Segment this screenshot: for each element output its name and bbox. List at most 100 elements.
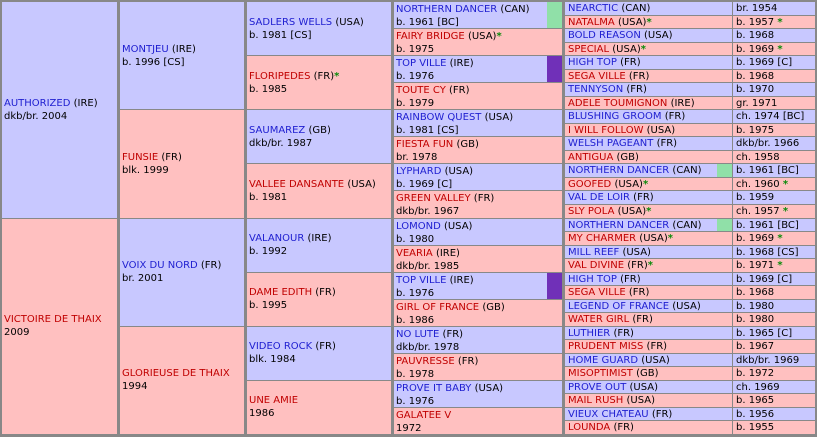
g4-horse-block: GIRL OF FRANCE (GB) b. 1986 xyxy=(396,301,560,326)
g4-horse-name-link[interactable]: NO LUTE xyxy=(396,328,440,340)
g4-horse-name-link[interactable]: TOP VILLE xyxy=(396,274,447,286)
g3-horse-cell: SAUMAREZ (GB) dkb/br. 1987 xyxy=(247,110,391,164)
g4-horse-block: GALATEE V 1972 xyxy=(396,409,560,434)
g4-horse-detail: b. 1979 xyxy=(396,98,435,110)
g5-horse-country: (FR) xyxy=(632,314,653,326)
g3-horse-name-link[interactable]: UNE AMIE xyxy=(249,395,299,407)
g5-horse-name-link[interactable]: SEGA VILLE xyxy=(568,287,626,299)
g3-horse-cell: FLORIPEDES (FR)* b. 1985 xyxy=(247,56,391,110)
g5-horse-name-link[interactable]: ANTIGUA xyxy=(568,151,614,163)
g5-horse-name-link[interactable]: HOME GUARD xyxy=(568,354,639,366)
g4-horse-detail: br. 1978 xyxy=(396,152,438,164)
g4-horse-detail: dkb/br. 1978 xyxy=(396,341,460,353)
g5-horse-cell: NATALMA (USA)* xyxy=(565,15,732,29)
g4-name-line: PROVE IT BABY (USA) xyxy=(396,382,560,395)
g4-horse-detail: 1972 xyxy=(396,422,422,434)
g3-name-line: VIDEO ROCK (FR) xyxy=(249,340,389,353)
g2-horse-name-link[interactable]: FUNSIE xyxy=(122,151,159,163)
g5-horse-name-link[interactable]: HIGH TOP xyxy=(568,273,617,285)
g5-horse-cell: LEGEND OF FRANCE (USA) xyxy=(565,299,732,313)
g4-horse-name-link[interactable]: GALATEE V xyxy=(396,409,452,421)
g4-horse-name-link[interactable]: TOP VILLE xyxy=(396,58,447,70)
g5-horse-name-link[interactable]: HIGH TOP xyxy=(568,57,617,69)
g5-horse-name-link[interactable]: LOUNDA xyxy=(568,422,611,434)
g5-horse-name-link[interactable]: SPECIAL xyxy=(568,43,610,55)
g5-horse-name-link[interactable]: GOOFED xyxy=(568,178,612,190)
g3-horse-name-link[interactable]: VALLEE DANSANTE xyxy=(249,178,345,190)
g3-horse-name-link[interactable]: VALANOUR xyxy=(249,233,305,245)
g5-horse-country: (USA) xyxy=(644,30,673,42)
g5-horse-name-link[interactable]: NORTHERN DANCER xyxy=(568,165,670,177)
g4-name-line: LYPHARD (USA) xyxy=(396,165,560,178)
g3-horse-name-link[interactable]: DAME EDITH xyxy=(249,287,313,299)
g4-horse-name-link[interactable]: LYPHARD xyxy=(396,166,442,178)
g3-horse-name-link[interactable]: VIDEO ROCK xyxy=(249,341,313,353)
g4-horse-name-link[interactable]: TOUTE CY xyxy=(396,85,446,97)
g5-horse-name-link[interactable]: MISOPTIMIST xyxy=(568,368,633,380)
g2-horse-name-link[interactable]: GLORIEUSE DE THAIX xyxy=(122,368,230,380)
g5-horse-name-link[interactable]: WATER GIRL xyxy=(568,314,630,326)
g4-horse-name-link[interactable]: LOMOND xyxy=(396,220,441,232)
g4-horse-name-link[interactable]: FAIRY BRIDGE xyxy=(396,31,465,43)
g4-horse-name-link[interactable]: NORTHERN DANCER xyxy=(396,4,498,15)
g2-horse-name-link[interactable]: MONTJEU xyxy=(122,43,169,55)
g5-horse-name-link[interactable]: NORTHERN DANCER xyxy=(568,219,670,231)
g5-horse-name-link[interactable]: BOLD REASON xyxy=(568,30,641,42)
g5-horse-name-link[interactable]: VIEUX CHATEAU xyxy=(568,408,649,420)
g5-name-line: NEARCTIC (CAN) xyxy=(568,2,732,15)
g3-horse-name-link[interactable]: SAUMAREZ xyxy=(249,124,306,136)
g5-horse-name-link[interactable]: PRUDENT MISS xyxy=(568,341,644,353)
g5-horse-detail: b. 1980 xyxy=(736,314,775,326)
g5-horse-detail-cell: b. 1968 xyxy=(733,286,815,299)
g5-horse-country: (GB) xyxy=(616,151,639,163)
g5-horse-name-link[interactable]: NATALMA xyxy=(568,16,615,28)
g4-horse-name-link[interactable]: GIRL OF FRANCE xyxy=(396,301,480,313)
g5-horse-name-link[interactable]: ADELE TOUMIGNON xyxy=(568,97,668,109)
inbreeding-marker-green xyxy=(717,164,732,177)
g5-horse-star-detail: * xyxy=(777,260,783,272)
g3-horse-name-link[interactable]: FLORIPEDES xyxy=(249,70,311,82)
g4-horse-name-link[interactable]: PROVE IT BABY xyxy=(396,382,472,394)
g4-horse-cell: LYPHARD (USA) b. 1969 [C] xyxy=(394,164,562,191)
g5-horse-detail: b. 1969 xyxy=(736,233,775,245)
g5-horse-cell: HOME GUARD (USA) xyxy=(565,353,732,367)
g4-horse-name-link[interactable]: VEARIA xyxy=(396,247,433,259)
g4-horse-country: (FR) xyxy=(449,85,470,97)
g4-horse-name-link[interactable]: PAUVRESSE xyxy=(396,355,455,367)
g5-horse-name-link[interactable]: WELSH PAGEANT xyxy=(568,138,654,150)
g4-horse-detail: b. 1980 xyxy=(396,233,435,245)
g3-horse-detail: blk. 1984 xyxy=(249,354,296,366)
g2-horse-name-link[interactable]: VOIX DU NORD xyxy=(122,260,198,272)
g5-horse-name-link[interactable]: TENNYSON xyxy=(568,84,624,96)
g4-horse-name-link[interactable]: RAINBOW QUEST xyxy=(396,112,482,124)
g3-horse-detail: dkb/br. 1987 xyxy=(249,137,313,149)
g5-horse-name-link[interactable]: SLY POLA xyxy=(568,205,615,217)
g5-name-line: TENNYSON (FR) xyxy=(568,83,732,96)
g4-horse-name-link[interactable]: FIESTA FUN xyxy=(396,139,454,151)
g5-horse-name-link[interactable]: MY CHARMER xyxy=(568,233,637,245)
g1-horse-name-link[interactable]: AUTHORIZED xyxy=(4,97,71,109)
g4-horse-name-link[interactable]: GREEN VALLEY xyxy=(396,193,471,205)
g3-horse-name-link[interactable]: SADLERS WELLS xyxy=(249,16,333,28)
g5-horse-name-link[interactable]: BLUSHING GROOM xyxy=(568,111,662,123)
g5-horse-name-link[interactable]: SEGA VILLE xyxy=(568,70,626,82)
g5-horse-cell: SPECIAL (USA)* xyxy=(565,42,732,56)
g5-horse-name-link[interactable]: MAIL RUSH xyxy=(568,395,624,407)
g5-horse-name-link[interactable]: PROVE OUT xyxy=(568,381,627,393)
g5-horse-name-link[interactable]: VAL DIVINE xyxy=(568,260,625,272)
g5-horse-name-link[interactable]: LEGEND OF FRANCE xyxy=(568,300,670,312)
g5-horse-name-link[interactable]: NEARCTIC xyxy=(568,3,619,14)
g5-horse-name-link[interactable]: I WILL FOLLOW xyxy=(568,124,644,136)
g5-horse-name-link[interactable]: LUTHIER xyxy=(568,327,611,339)
g4-horse-cell: NORTHERN DANCER (CAN) b. 1961 [BC] xyxy=(394,2,562,29)
g5-horse-country: (FR) xyxy=(633,192,654,204)
g5-horse-name-link[interactable]: VAL DE LOIR xyxy=(568,192,630,204)
g4-horse-cell: LOMOND (USA) b. 1980 xyxy=(394,218,562,245)
g5-horse-cell: WELSH PAGEANT (FR) xyxy=(565,137,732,150)
g4-horse-detail: b. 1978 xyxy=(396,368,435,380)
g4-name-line: PAUVRESSE (FR) xyxy=(396,355,560,368)
g5-horse-detail-cell: b. 1969 * xyxy=(733,42,815,56)
g1-horse-name-link[interactable]: VICTOIRE DE THAIX xyxy=(4,314,102,326)
g5-horse-name-link[interactable]: MILL REEF xyxy=(568,246,620,258)
g5-horse-detail-cell: b. 1955 xyxy=(733,421,815,434)
